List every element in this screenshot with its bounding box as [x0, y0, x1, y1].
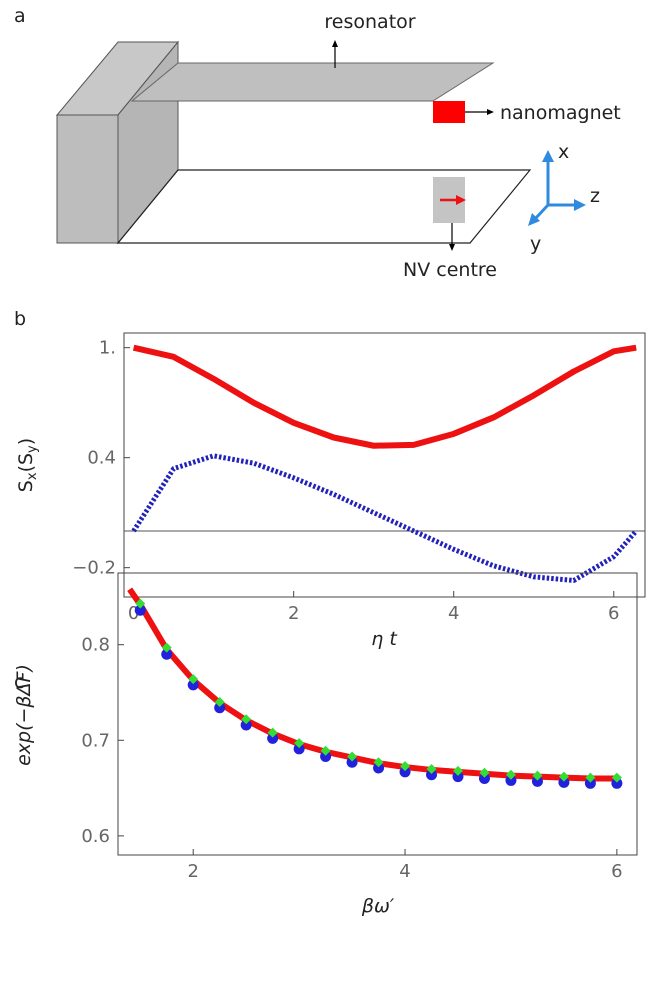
plot-frame [123, 332, 646, 598]
x-tick-label: 6 [611, 861, 622, 882]
x-axis-label: βω′ [361, 895, 395, 917]
y-tick-label: 0.8 [81, 635, 110, 656]
point [267, 732, 279, 744]
point [214, 702, 226, 714]
nanomagnet-label: nanomagnet [500, 102, 621, 124]
point [188, 674, 199, 685]
panel-label: b [14, 308, 26, 330]
axis-label: x [558, 141, 569, 163]
axis-triad [533, 160, 576, 221]
panel-label: a [14, 5, 26, 27]
y-axis-label: Sx(Sy) [15, 438, 40, 492]
axis-label: y [530, 233, 541, 255]
point [452, 771, 464, 783]
point [320, 745, 331, 756]
x-tick-label: 4 [448, 603, 459, 624]
panel-label: c [14, 671, 24, 693]
resonator-label: resonator [324, 11, 415, 33]
arrowhead [332, 40, 338, 47]
data-line [131, 453, 639, 583]
y-axis-label: exp(−βΔF) [13, 664, 35, 766]
y-axis-label-part: S [15, 480, 37, 492]
x-tick-label: 2 [288, 603, 299, 624]
point [267, 727, 278, 738]
point [320, 751, 332, 763]
point [240, 719, 252, 731]
y-tick-label: −0.2 [72, 558, 116, 579]
nv-label: NV centre [403, 259, 497, 281]
x-tick-label: 2 [187, 861, 198, 882]
point [532, 770, 543, 781]
y-tick-label: 0.7 [81, 730, 110, 751]
arrowhead [456, 195, 466, 205]
y-axis-label-part: y [25, 445, 40, 453]
block-front [56, 114, 119, 244]
point [161, 642, 172, 653]
y-tick-label: 0.6 [81, 826, 110, 847]
point [346, 756, 358, 768]
point [452, 765, 463, 776]
point [585, 772, 596, 783]
point [479, 767, 490, 778]
point [373, 757, 384, 768]
x-tick-label: 4 [399, 861, 410, 882]
arrowhead [574, 199, 586, 211]
y-axis-label-part: ) [15, 438, 37, 445]
substrate-plane [116, 169, 532, 244]
point [293, 743, 305, 755]
point [426, 763, 437, 774]
y-axis-label-part: x [25, 472, 40, 480]
y-tick-label: 1. [99, 338, 116, 359]
point [187, 679, 199, 691]
point [478, 773, 490, 785]
resonator-beam [130, 62, 495, 102]
point [584, 777, 596, 789]
point [347, 751, 358, 762]
point [161, 648, 173, 660]
y-axis-label-part: (S [15, 453, 37, 472]
nanomagnet [433, 101, 465, 123]
point [505, 769, 516, 780]
point [399, 766, 411, 778]
arrowhead [528, 213, 540, 226]
axis-label: z [590, 185, 600, 207]
point [531, 775, 543, 787]
y-tick-label: 0.4 [87, 448, 116, 469]
x-tick-label: 6 [608, 603, 619, 624]
x-axis-label: η t [371, 628, 398, 650]
point [426, 769, 438, 781]
plot-frame [117, 572, 638, 856]
point [505, 774, 517, 786]
point [214, 697, 225, 708]
point [558, 776, 570, 788]
arrowhead [449, 244, 455, 251]
arrowhead [487, 109, 494, 115]
point [135, 598, 146, 609]
axis-arrow [533, 203, 550, 221]
data-line [127, 587, 617, 782]
point [241, 714, 252, 725]
data-line [132, 344, 637, 449]
point [134, 604, 146, 616]
point [400, 761, 411, 772]
x-tick-label: 0 [128, 603, 139, 624]
point [373, 762, 385, 774]
arrowhead [542, 150, 554, 162]
point [294, 738, 305, 749]
point [611, 772, 622, 783]
point [558, 771, 569, 782]
point [611, 777, 623, 789]
